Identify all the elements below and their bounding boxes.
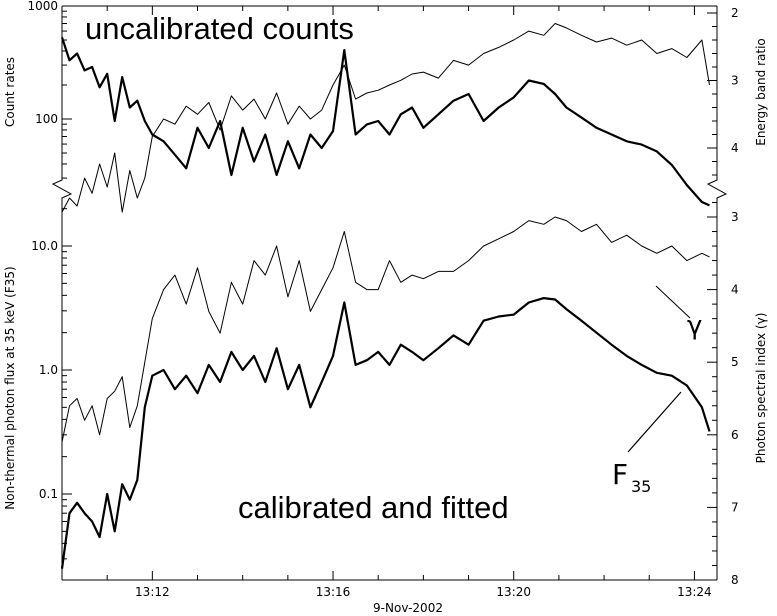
- y-tick-label-left: 1.0: [39, 363, 58, 377]
- bottom-panel-series: [60, 216, 711, 569]
- x-axis-label: 9-Nov-2002: [373, 601, 443, 615]
- series-line-count-rate: [61, 23, 710, 213]
- gamma-pointer: [655, 285, 691, 319]
- x-tick-label: 13:20: [496, 585, 531, 599]
- f35-pointer: [627, 391, 682, 453]
- x-ticks: 13:12 13:16 13:20 13:24: [61, 6, 712, 599]
- y-tick-label-right: 7: [731, 500, 739, 514]
- top-panel-series: [60, 23, 710, 213]
- series-line-gamma: [61, 216, 710, 443]
- y-tick-label-right: 3: [731, 74, 739, 88]
- y-tick-label-right: 4: [731, 141, 739, 155]
- top-panel-title: uncalibrated counts: [85, 11, 354, 46]
- right-axis: [706, 6, 728, 580]
- top-left-axis-label: Count rates: [3, 57, 17, 127]
- y-tick-label-right: 2: [731, 6, 739, 20]
- f35-subscript: 35: [631, 477, 651, 496]
- y-tick-label-right: 4: [731, 283, 739, 297]
- bottom-panel-title: calibrated and fitted: [238, 490, 509, 525]
- y-tick-label-right: 5: [731, 355, 739, 369]
- top-right-axis-label: Energy band ratio: [754, 38, 768, 146]
- left-axis: [51, 6, 73, 580]
- y-ticks-left: 100 1000 0.1 1.0 10.0: [27, 0, 72, 560]
- y-tick-label-left: 0.1: [39, 487, 58, 501]
- series-line-energy-ratio: [60, 36, 710, 207]
- y-tick-label-left: 100: [35, 112, 58, 126]
- f35-label: F: [612, 458, 628, 491]
- y-tick-label-right: 8: [731, 573, 739, 587]
- bottom-left-axis-label: Non-thermal photon flux at 35 keV (F35): [3, 266, 17, 509]
- annotations: γ F 35: [612, 285, 702, 496]
- y-tick-label-right: 6: [731, 428, 739, 442]
- y-ticks-right: 2 3 4 3 4 5 6 7 8: [707, 6, 739, 587]
- y-tick-label-left: 1000: [27, 0, 58, 13]
- x-tick-label: 13:24: [677, 585, 712, 599]
- axes: [51, 5, 728, 581]
- y-tick-label-left: 10.0: [31, 239, 58, 253]
- x-tick-label: 13:12: [135, 585, 170, 599]
- x-tick-label: 13:16: [316, 585, 351, 599]
- series-line-f35: [60, 297, 711, 569]
- gamma-label: γ: [687, 311, 702, 341]
- bottom-right-axis-label: Photon spectral index (γ): [754, 313, 768, 464]
- y-tick-label-right: 3: [731, 210, 739, 224]
